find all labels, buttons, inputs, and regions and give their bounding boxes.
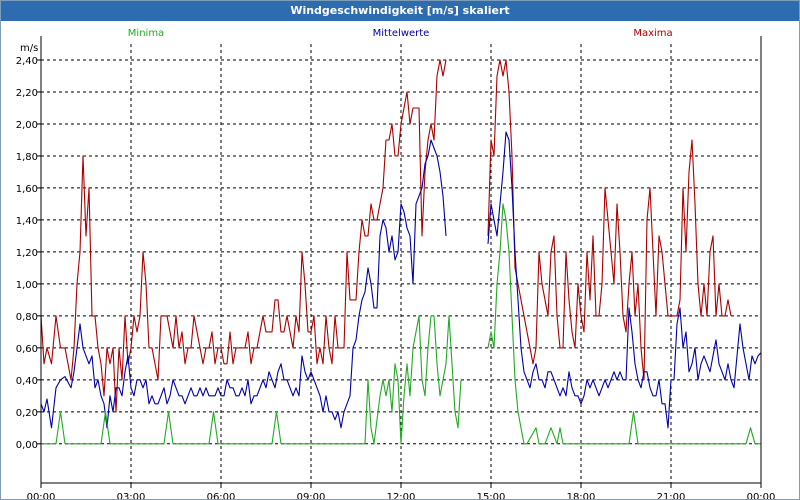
- y-tick-label: 1,20: [16, 248, 38, 259]
- window-title: Windgeschwindigkeit [m/s] skaliert: [1, 1, 799, 21]
- y-tick-label: 0,60: [16, 344, 38, 355]
- y-tick-label: 1,80: [16, 152, 38, 163]
- series-maxima-line: [40, 59, 447, 413]
- y-tick-label: 2,00: [16, 120, 38, 131]
- legend-minima: Minima: [128, 28, 164, 39]
- y-tick-label: 0,00: [16, 440, 38, 451]
- x-tick-time-label: 09:00: [297, 492, 326, 499]
- y-tick-label: 0,80: [16, 312, 38, 323]
- x-tick-time-label: 15:00: [477, 492, 506, 499]
- y-tick-label: 2,20: [16, 88, 38, 99]
- wind-speed-chart: 0,00 0,20 0,40 0,60 0,80 1,00 1,20 1,40 1,60 1,80…: [16, 28, 776, 499]
- series-mittelwerte-line: [40, 139, 447, 429]
- x-tick-time-label: 03:00: [117, 492, 146, 499]
- y-tick-label: 0,20: [16, 408, 38, 419]
- tick-labels: 0,00 0,20 0,40 0,60 0,80 1,00 1,20 1,40 1,60 1,80…: [16, 43, 776, 499]
- series-minima-line: [41, 315, 462, 445]
- y-tick-label: 1,40: [16, 216, 38, 227]
- grid: [41, 44, 761, 483]
- series-maxima-line: [487, 59, 732, 381]
- series-lines: [40, 59, 762, 445]
- series-minima-line: [487, 203, 761, 445]
- legend: Minima Mittelwerte Maxima: [128, 28, 673, 39]
- axes: [37, 36, 762, 488]
- y-tick-label: 0,40: [16, 376, 38, 387]
- x-tick-time-label: 18:00: [567, 492, 596, 499]
- y-tick-label: 1,00: [16, 280, 38, 291]
- legend-maxima: Maxima: [633, 28, 672, 39]
- x-tick-time-label: 00:00: [27, 492, 56, 499]
- x-tick-time-label: 21:00: [657, 492, 686, 499]
- y-tick-label: 1,60: [16, 184, 38, 195]
- x-tick-time-label: 12:00: [387, 492, 416, 499]
- y-axis-label: m/s: [20, 43, 38, 54]
- y-tick-label: 2,40: [16, 56, 38, 67]
- x-tick-time-label: 00:00: [747, 492, 776, 499]
- x-tick-time-label: 06:00: [207, 492, 236, 499]
- legend-mittelwerte: Mittelwerte: [373, 28, 430, 39]
- series-mittelwerte-line: [487, 131, 762, 429]
